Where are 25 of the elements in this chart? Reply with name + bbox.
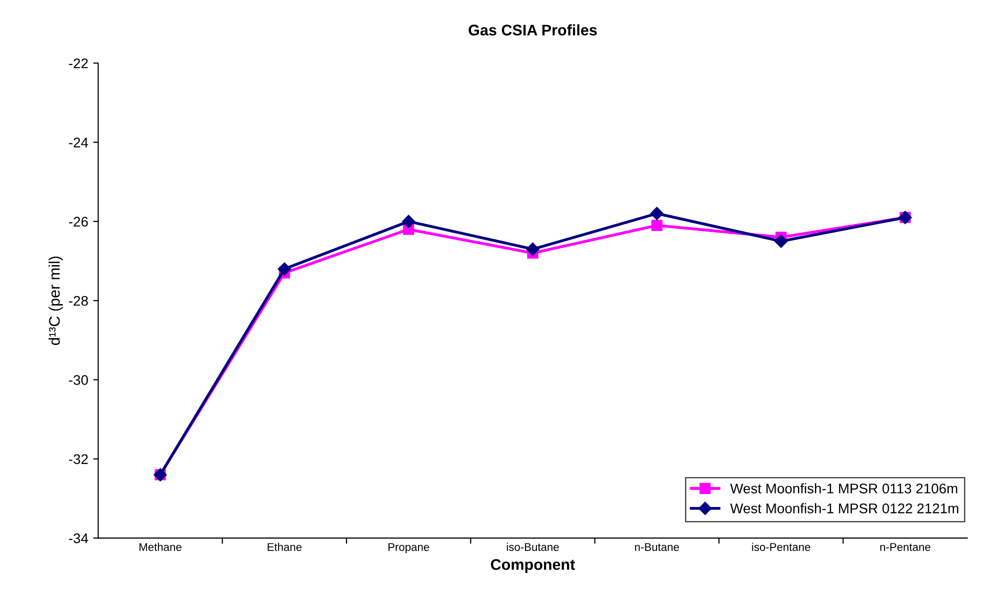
point: [526, 242, 540, 256]
y-axis-title: d¹³C (per mil): [48, 256, 63, 345]
y-tick-label: -34: [69, 533, 88, 544]
chart-title: Gas CSIA Profiles: [468, 24, 597, 36]
x-tick-label: n-Butane: [635, 543, 679, 551]
x-tick-label: Methane: [140, 542, 182, 551]
y-tick-label: -32: [69, 454, 88, 464]
x-tick-label: n-Pentane: [880, 543, 930, 551]
point: [278, 262, 292, 276]
x-tick-label: iso-Butane: [506, 542, 559, 551]
point: [651, 220, 662, 231]
point: [774, 234, 788, 248]
legend-label: West Moonfish-1 MPSR 0113 2106m: [730, 483, 958, 494]
x-tick-label: Ethane: [268, 542, 302, 551]
point: [402, 214, 416, 228]
x-axis-title: Component: [490, 559, 575, 573]
x-tick-label: Propane: [388, 543, 430, 554]
legend-label: West Moonfish-1 MPSR 0122 2121m: [730, 503, 958, 514]
y-tick-label: -22: [69, 58, 88, 68]
y-tick-label: -24: [69, 138, 88, 148]
point: [650, 206, 664, 220]
y-tick-label: -26: [69, 216, 88, 227]
x-tick-label: iso-Pentane: [752, 542, 810, 551]
y-tick-label: -30: [69, 375, 88, 385]
y-tick-label: -28: [69, 296, 88, 306]
